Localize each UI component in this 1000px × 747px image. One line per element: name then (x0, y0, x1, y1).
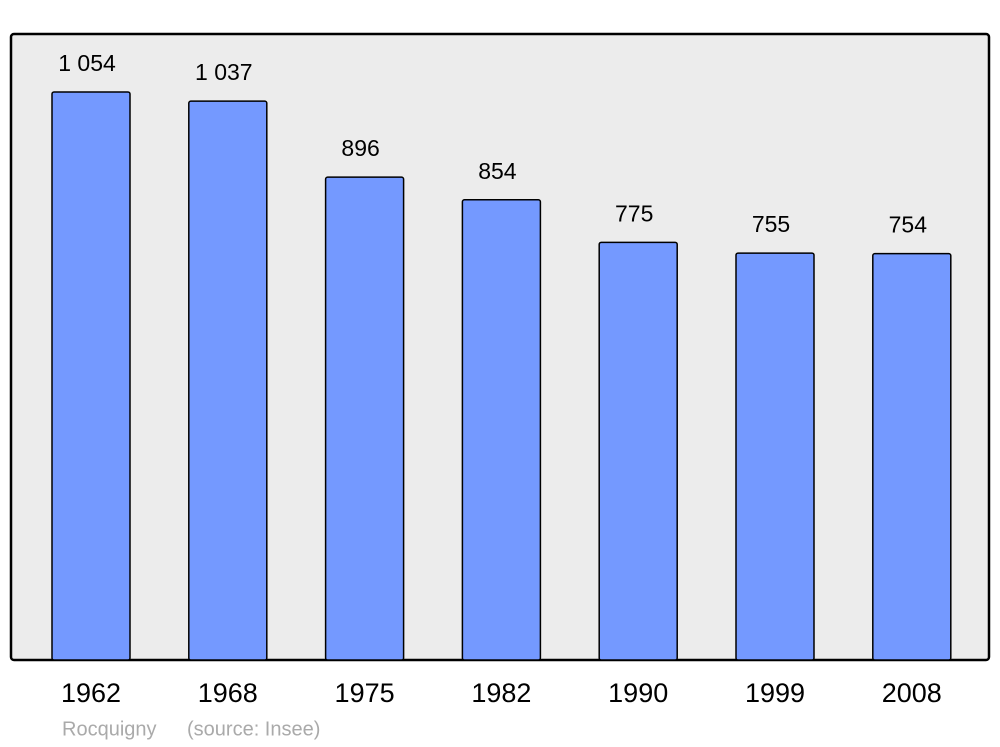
bar (872, 252, 952, 661)
value-label: 755 (752, 211, 790, 237)
x-tick-label: 1982 (471, 678, 531, 708)
bar (188, 100, 268, 661)
bar (324, 176, 405, 661)
source-note: (source: Insee) (187, 718, 320, 740)
value-label: 896 (341, 135, 379, 161)
value-label: 1 054 (58, 50, 116, 76)
value-label: 1 037 (195, 59, 253, 85)
value-label: 775 (615, 200, 653, 226)
bar (51, 91, 131, 661)
place-name: Rocquigny (62, 718, 157, 740)
x-tick-label: 1975 (335, 678, 395, 708)
x-tick-label: 2008 (882, 678, 942, 708)
bar (461, 199, 542, 661)
value-label: 754 (889, 212, 928, 238)
x-tick-label: 1990 (608, 678, 668, 708)
bar (598, 241, 678, 661)
x-tick-label: 1999 (745, 678, 805, 708)
value-label: 854 (478, 158, 517, 184)
x-tick-label: 1968 (198, 678, 258, 708)
x-tick-label: 1962 (61, 678, 121, 708)
bar (735, 252, 815, 661)
